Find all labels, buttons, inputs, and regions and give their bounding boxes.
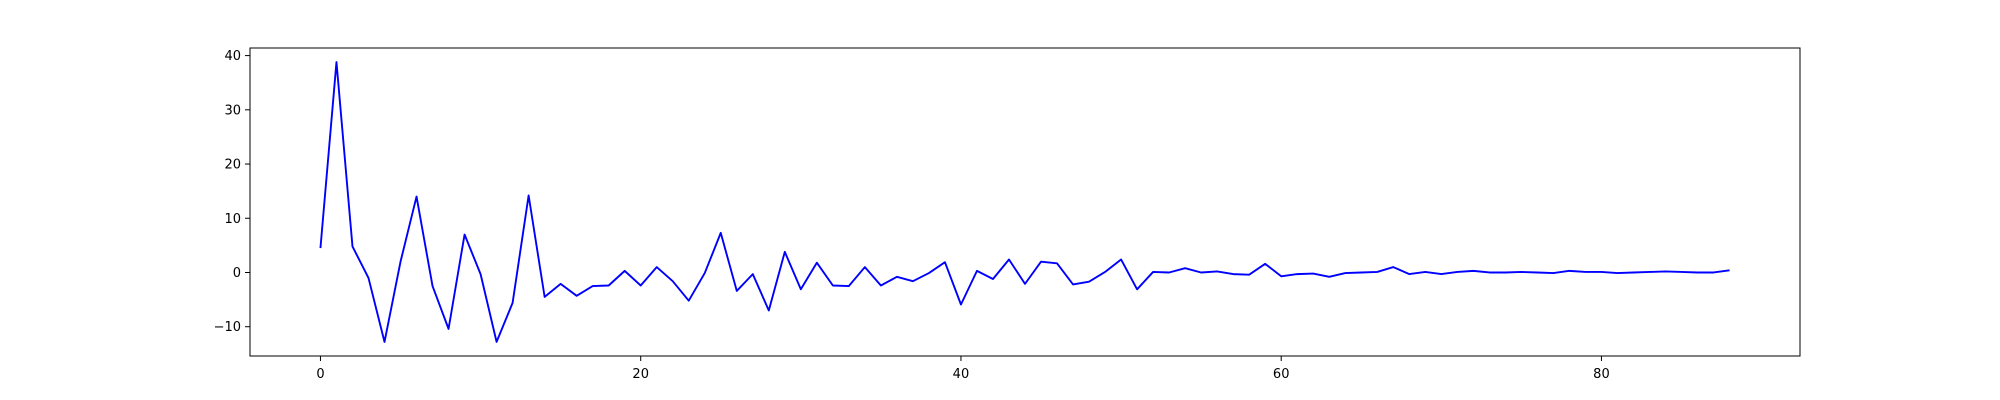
y-tick-label: 20 [224, 158, 241, 173]
x-tick-label: 0 [316, 367, 324, 382]
series-layer [319, 61, 1730, 343]
x-axis: 0 20 40 60 80 [316, 356, 1610, 382]
y-axis: −10 0 10 20 30 40 [214, 49, 250, 335]
y-tick-label: 30 [224, 103, 241, 118]
plot-frame [249, 47, 1801, 357]
x-tick-label: 60 [1273, 367, 1290, 382]
x-tick-label: 20 [632, 367, 649, 382]
series-line-0 [319, 61, 1730, 343]
plot-area [250, 48, 1800, 356]
x-tick-label: 40 [953, 367, 970, 382]
x-tick-label: 80 [1593, 367, 1610, 382]
y-tick-label: 10 [224, 212, 241, 227]
y-tick-label: 40 [224, 49, 241, 64]
y-tick-label: 0 [233, 266, 241, 281]
y-tick-label: −10 [214, 320, 241, 335]
